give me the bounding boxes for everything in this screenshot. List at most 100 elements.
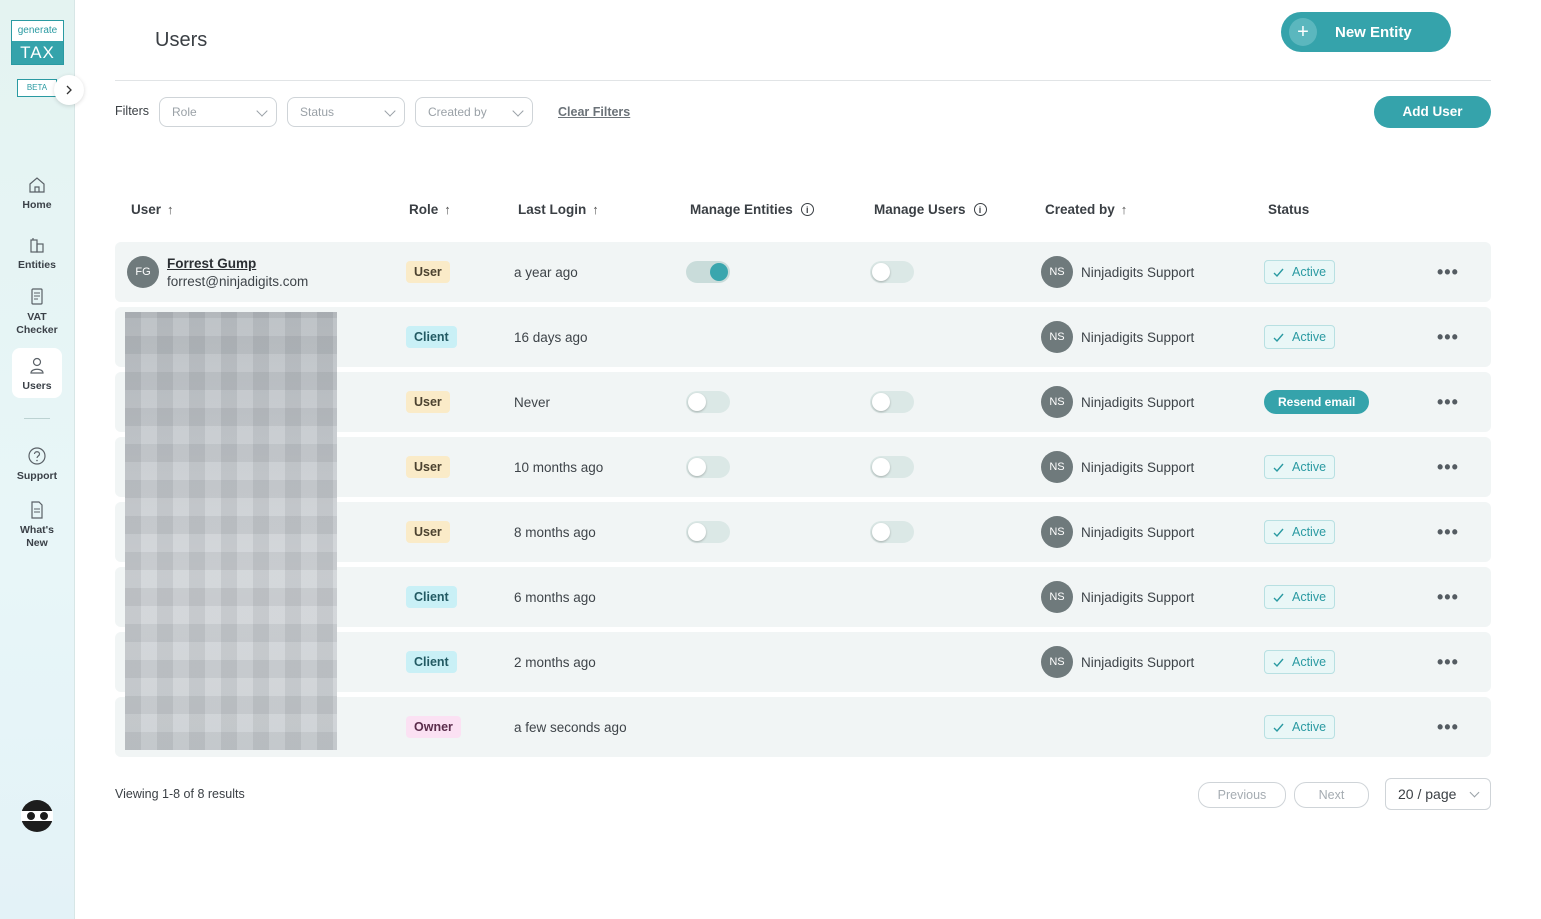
manage-users-toggle[interactable] <box>870 521 914 543</box>
sidebar-item-label: Home <box>22 199 52 211</box>
column-label: Manage Entities <box>690 202 793 217</box>
manage-users-toggle[interactable] <box>870 456 914 478</box>
manage-entities-toggle[interactable] <box>686 391 730 413</box>
add-user-button[interactable]: Add User <box>1374 96 1491 128</box>
status-cell: Active <box>1264 567 1336 627</box>
creator-name: Ninjadigits Support <box>1081 329 1195 345</box>
table-row[interactable]: User Never NS Ninjadigits Support Resend ema… <box>115 372 1491 432</box>
created-by-cell: NS Ninjadigits Support <box>1041 437 1194 497</box>
status-cell: Resend email <box>1264 372 1370 432</box>
status-text: Active <box>1292 460 1327 474</box>
table-row[interactable]: FG Forrest Gump forrest@ninjadigits.com U… <box>115 242 1491 302</box>
sidebar-item-label: What's New <box>20 524 54 549</box>
more-options-icon[interactable]: ••• <box>1437 391 1459 412</box>
more-options-icon[interactable]: ••• <box>1437 326 1459 347</box>
user-name-link[interactable]: Forrest Gump <box>167 255 257 271</box>
row-actions[interactable]: ••• <box>1437 437 1459 497</box>
created-by-cell: NS Ninjadigits Support <box>1041 502 1194 562</box>
table-row[interactable]: User 10 months ago NS Ninjadigits Support Ac… <box>115 437 1491 497</box>
row-actions[interactable]: ••• <box>1437 567 1459 627</box>
last-login-cell: 6 months ago <box>514 589 596 605</box>
manage-users-toggle[interactable] <box>870 261 914 283</box>
redacted-user-info <box>125 312 337 750</box>
manage-entities-cell <box>686 372 730 432</box>
created-by-cell: NS Ninjadigits Support <box>1041 372 1194 432</box>
column-header-user[interactable]: User ↑ <box>131 202 174 217</box>
row-actions[interactable]: ••• <box>1437 632 1459 692</box>
status-filter-placeholder: Status <box>300 105 335 119</box>
check-icon <box>1273 528 1284 537</box>
role-cell: User <box>406 242 450 302</box>
status-text: Active <box>1292 330 1327 344</box>
manage-users-cell <box>870 502 914 562</box>
status-cell: Active <box>1264 502 1336 562</box>
column-header-role[interactable]: Role ↑ <box>409 202 451 217</box>
row-actions[interactable]: ••• <box>1437 307 1459 367</box>
more-options-icon[interactable]: ••• <box>1437 456 1459 477</box>
more-options-icon[interactable]: ••• <box>1437 261 1459 282</box>
sidebar-item-users[interactable]: Users <box>12 348 62 398</box>
user-cell: FG Forrest Gump forrest@ninjadigits.com <box>127 242 308 302</box>
status-badge: Active <box>1264 650 1336 674</box>
status-badge: Active <box>1264 260 1336 284</box>
manage-users-toggle[interactable] <box>870 391 914 413</box>
role-filter-placeholder: Role <box>172 105 197 119</box>
table-row[interactable]: Client 6 months ago NS Ninjadigits Support A… <box>115 567 1491 627</box>
info-icon[interactable]: i <box>973 203 987 216</box>
status-cell: Active <box>1264 242 1336 302</box>
sidebar-item-support[interactable]: Support <box>12 446 62 483</box>
more-options-icon[interactable]: ••• <box>1437 521 1459 542</box>
status-text: Active <box>1292 265 1327 279</box>
created-by-filter[interactable]: Created by <box>415 97 533 127</box>
sidebar-item-home[interactable]: Home <box>12 175 62 212</box>
sidebar-item-whats-new[interactable]: What's New <box>12 500 62 550</box>
chevron-down-icon <box>512 105 524 117</box>
role-cell: Owner <box>406 697 461 757</box>
creator-avatar: NS <box>1041 256 1073 288</box>
page-size-select[interactable]: 20 / page <box>1385 778 1491 810</box>
next-page-button[interactable]: Next <box>1294 782 1369 808</box>
table-row[interactable]: Client 16 days ago NS Ninjadigits Support Ac… <box>115 307 1491 367</box>
expand-sidebar-button[interactable] <box>54 75 84 105</box>
table-row[interactable]: Client 2 months ago NS Ninjadigits Support A… <box>115 632 1491 692</box>
sidebar-divider <box>24 418 50 419</box>
row-actions[interactable]: ••• <box>1437 242 1459 302</box>
role-badge: Client <box>406 326 457 348</box>
table-row[interactable]: User 8 months ago NS Ninjadigits Support Act… <box>115 502 1491 562</box>
column-header-created-by[interactable]: Created by ↑ <box>1045 202 1127 217</box>
brand-logo[interactable]: generate TAX <box>11 20 64 65</box>
manage-users-cell <box>870 372 914 432</box>
status-cell: Active <box>1264 437 1336 497</box>
creator-name: Ninjadigits Support <box>1081 589 1195 605</box>
results-count: Viewing 1-8 of 8 results <box>115 787 245 801</box>
manage-entities-toggle[interactable] <box>686 456 730 478</box>
more-options-icon[interactable]: ••• <box>1437 586 1459 607</box>
role-filter[interactable]: Role <box>159 97 277 127</box>
info-icon[interactable]: i <box>800 203 814 216</box>
previous-page-button[interactable]: Previous <box>1198 782 1286 808</box>
resend-email-button[interactable]: Resend email <box>1264 390 1370 414</box>
row-actions[interactable]: ••• <box>1437 697 1459 757</box>
account-avatar[interactable] <box>21 800 53 832</box>
new-entity-button[interactable]: + New Entity <box>1281 12 1451 52</box>
more-options-icon[interactable]: ••• <box>1437 651 1459 672</box>
manage-entities-toggle[interactable] <box>686 261 730 283</box>
manage-entities-toggle[interactable] <box>686 521 730 543</box>
sort-arrow-icon: ↑ <box>444 202 451 217</box>
row-actions[interactable]: ••• <box>1437 372 1459 432</box>
news-icon <box>31 501 43 519</box>
row-actions[interactable]: ••• <box>1437 502 1459 562</box>
column-header-manage-entities: Manage Entities i <box>690 202 814 217</box>
sidebar-item-vat-checker[interactable]: VAT Checker <box>12 287 62 337</box>
sidebar-item-entities[interactable]: Entities <box>12 235 62 272</box>
creator-name: Ninjadigits Support <box>1081 654 1195 670</box>
more-options-icon[interactable]: ••• <box>1437 716 1459 737</box>
clear-filters-link[interactable]: Clear Filters <box>558 105 631 119</box>
status-badge: Active <box>1264 585 1336 609</box>
status-filter[interactable]: Status <box>287 97 405 127</box>
creator-name: Ninjadigits Support <box>1081 264 1195 280</box>
table-row[interactable]: Owner a few seconds ago Active ••• <box>115 697 1491 757</box>
column-label: Role <box>409 202 439 217</box>
column-header-last-login[interactable]: Last Login ↑ <box>518 202 599 217</box>
check-icon <box>1273 268 1284 277</box>
